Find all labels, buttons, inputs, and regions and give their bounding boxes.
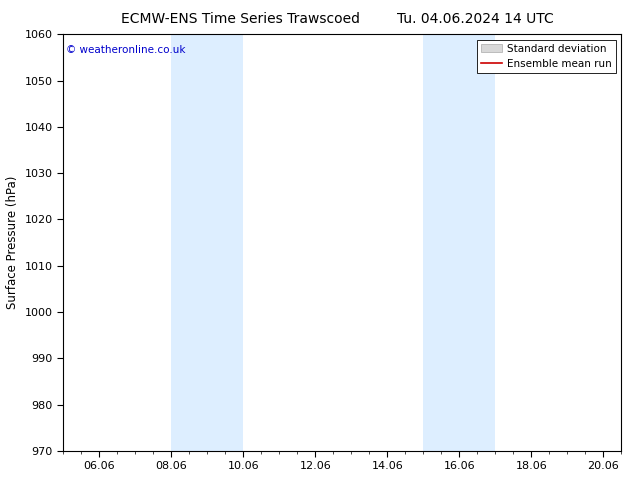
Bar: [424, 34, 495, 451]
Legend: Standard deviation, Ensemble mean run: Standard deviation, Ensemble mean run: [477, 40, 616, 73]
Text: ECMW-ENS Time Series Trawscoed: ECMW-ENS Time Series Trawscoed: [122, 12, 360, 26]
Bar: [171, 34, 243, 451]
Text: © weatheronline.co.uk: © weatheronline.co.uk: [66, 45, 186, 55]
Text: Tu. 04.06.2024 14 UTC: Tu. 04.06.2024 14 UTC: [397, 12, 554, 26]
Y-axis label: Surface Pressure (hPa): Surface Pressure (hPa): [6, 176, 19, 309]
